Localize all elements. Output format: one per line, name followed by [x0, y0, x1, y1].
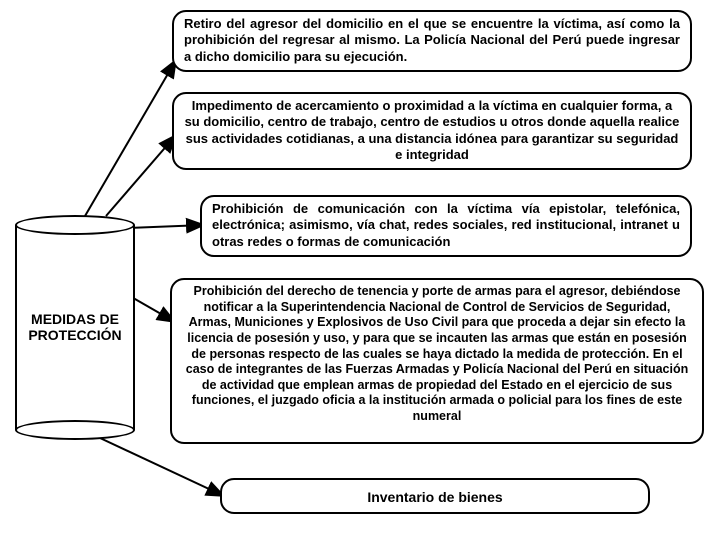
measure-box-5: Inventario de bienes: [220, 478, 650, 514]
measure-box-1: Retiro del agresor del domicilio en el q…: [172, 10, 692, 72]
cylinder-top-ellipse: [15, 215, 135, 235]
arrow-3: [128, 225, 204, 228]
measure-box-text-2: Impedimento de acercamiento o proximidad…: [185, 98, 680, 162]
measure-box-text-5: Inventario de bienes: [367, 489, 502, 505]
measure-box-text-1: Retiro del agresor del domicilio en el q…: [184, 16, 680, 64]
arrow-4: [128, 295, 175, 322]
arrow-1: [85, 60, 176, 216]
measure-box-text-4: Prohibición del derecho de tenencia y po…: [186, 284, 689, 423]
measure-box-text-3: Prohibición de comunicación con la vícti…: [212, 201, 680, 249]
cylinder-label: MEDIDAS DE PROTECCIÓN: [20, 311, 130, 345]
measure-box-4: Prohibición del derecho de tenencia y po…: [170, 278, 704, 444]
measure-box-3: Prohibición de comunicación con la vícti…: [200, 195, 692, 257]
arrow-2: [106, 135, 176, 216]
cylinder-bottom-ellipse: [15, 420, 135, 440]
arrow-5: [100, 438, 224, 496]
cylinder-source: MEDIDAS DE PROTECCIÓN: [15, 215, 135, 440]
measure-box-2: Impedimento de acercamiento o proximidad…: [172, 92, 692, 170]
